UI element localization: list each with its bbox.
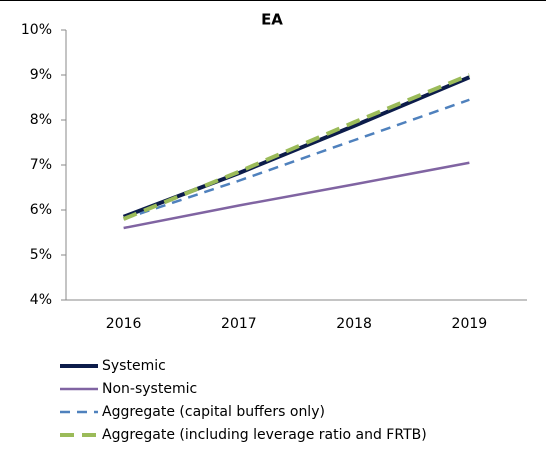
series-line: [123, 98, 470, 221]
y-tick-label: 8%: [30, 112, 52, 128]
legend-label: Aggregate (including leverage ratio and …: [102, 427, 427, 443]
x-tick-label: 2017: [221, 316, 257, 332]
y-tick-label: 9%: [30, 67, 52, 83]
series-line: [123, 161, 470, 230]
chart-title: EA: [261, 11, 283, 29]
y-tick-label: 5%: [30, 247, 52, 263]
x-tick-label: 2019: [452, 316, 488, 332]
y-tick-label: 4%: [30, 292, 52, 308]
legend-label: Aggregate (capital buffers only): [102, 404, 325, 420]
y-tick-label: 10%: [21, 22, 52, 38]
legend-label: Non-systemic: [102, 381, 197, 397]
series-line: [122, 73, 471, 221]
series-line: [122, 75, 471, 219]
y-tick-label: 7%: [30, 157, 52, 173]
x-tick-label: 2016: [106, 316, 142, 332]
y-tick-label: 6%: [30, 202, 52, 218]
legend-label: Systemic: [102, 358, 166, 374]
x-tick-label: 2018: [336, 316, 372, 332]
